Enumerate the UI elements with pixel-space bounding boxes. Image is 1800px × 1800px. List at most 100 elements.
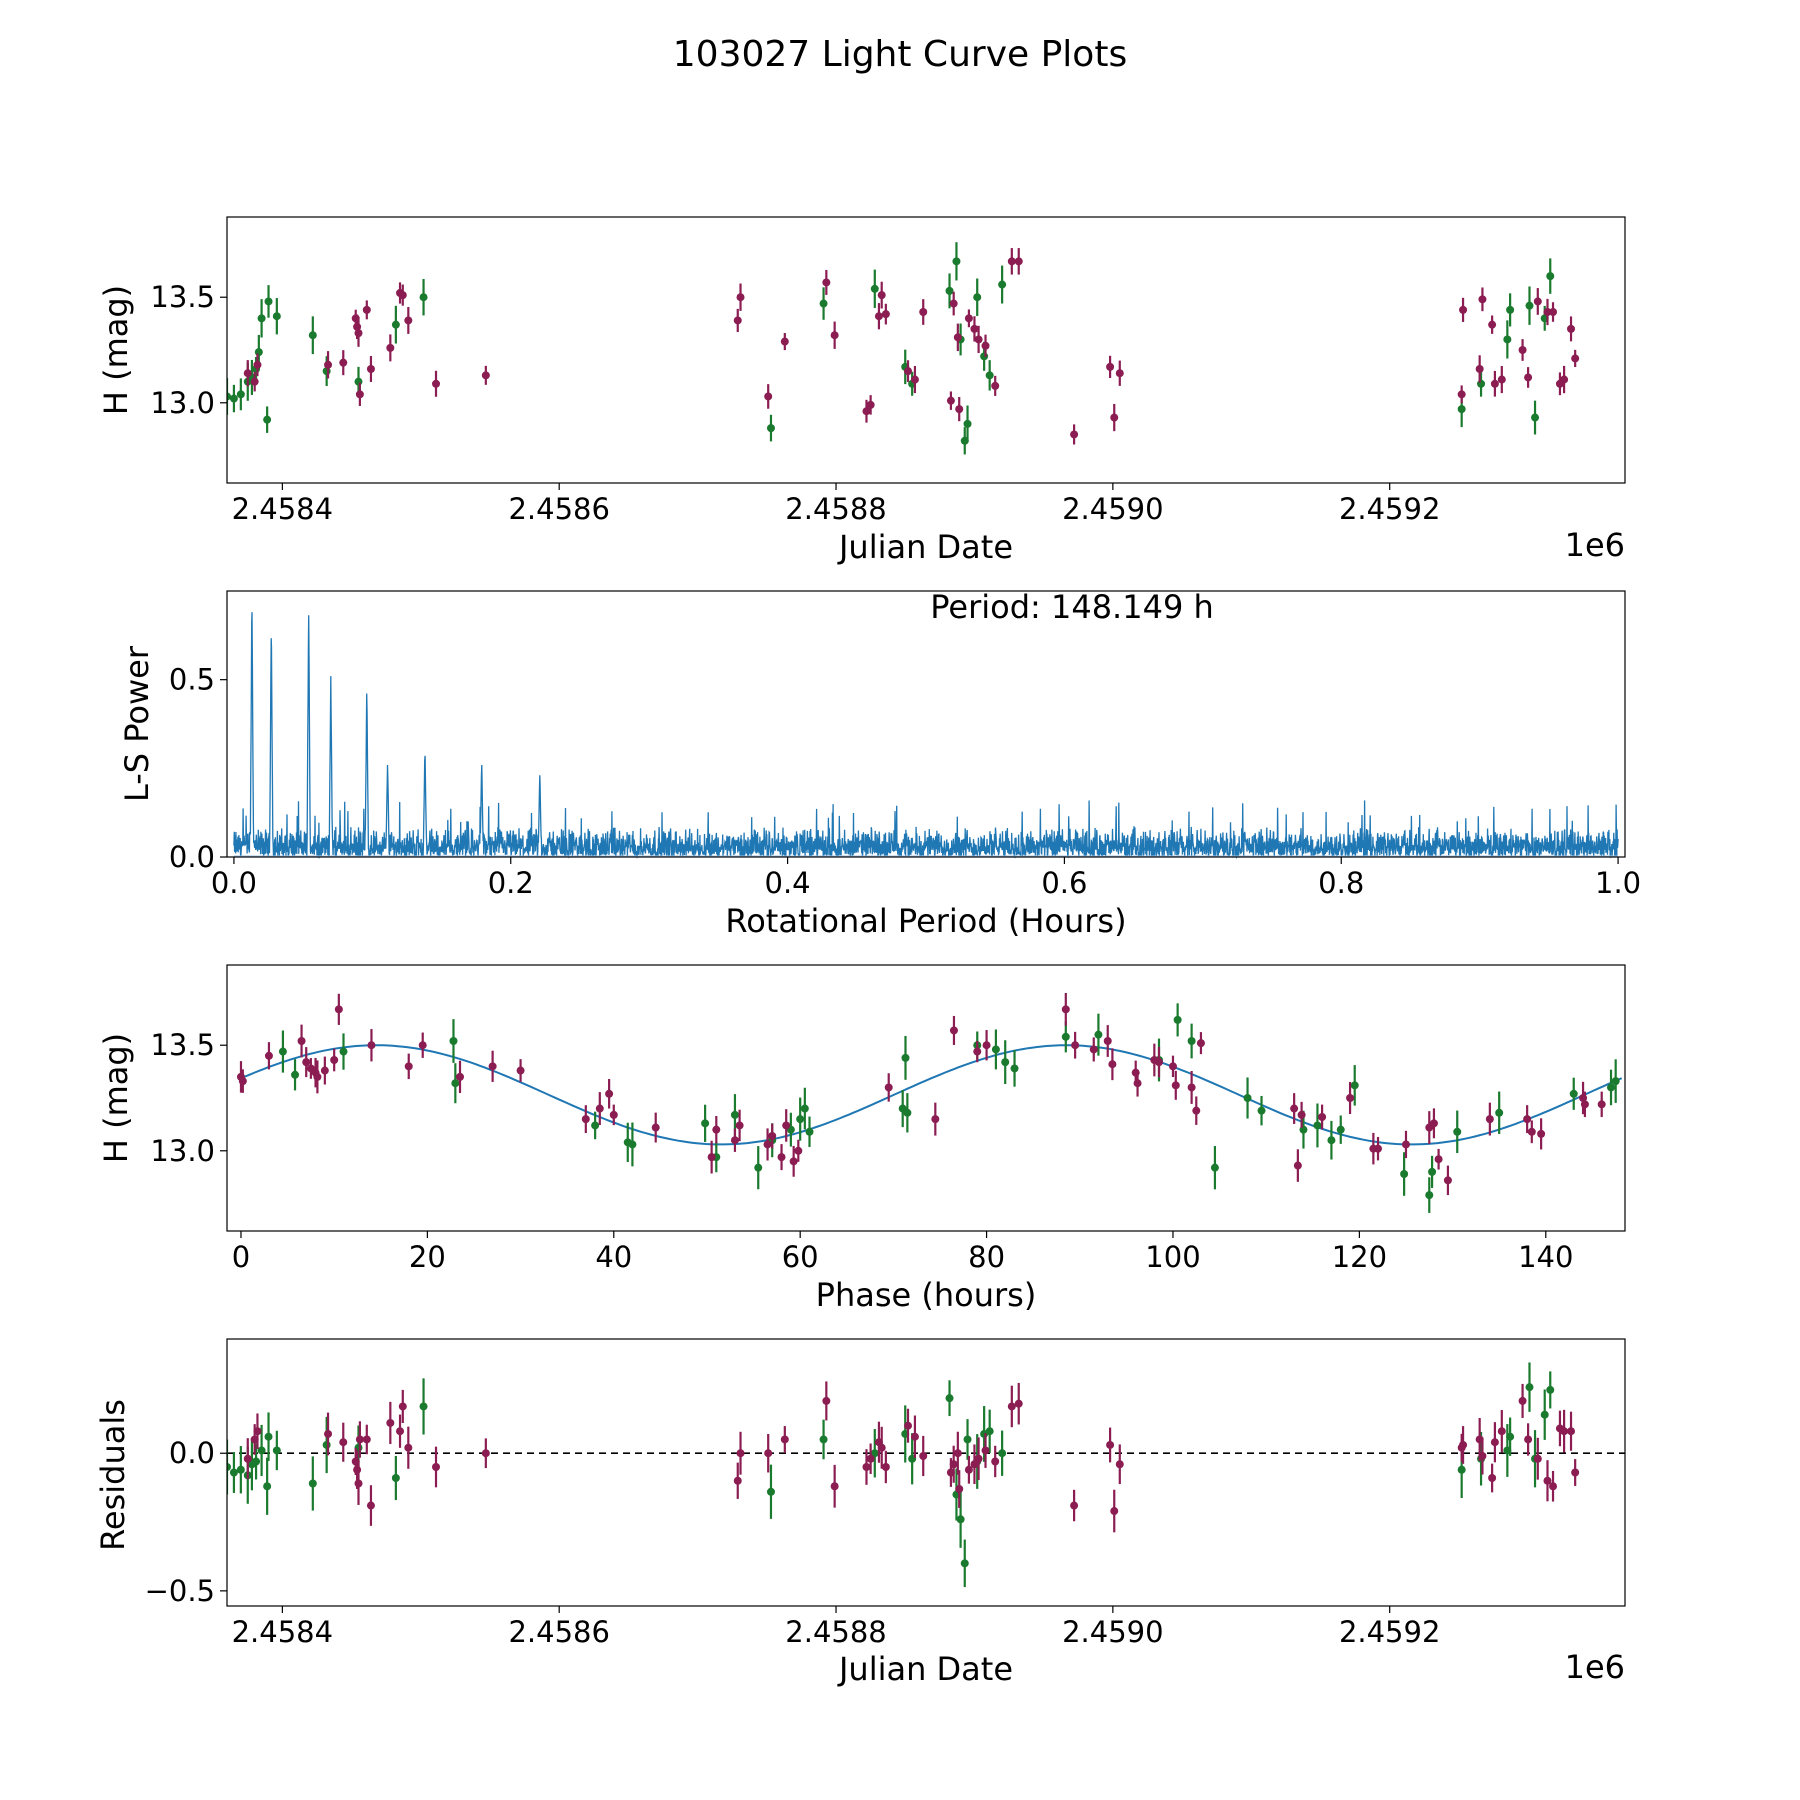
residuals-point	[998, 1449, 1007, 1458]
residuals-point	[866, 1454, 875, 1463]
phased-curve-point	[991, 1045, 1000, 1054]
phased-curve-point	[278, 1047, 287, 1056]
light-curve-point	[1478, 295, 1487, 304]
phased-curve-point	[264, 1051, 273, 1060]
phased-curve-point	[1429, 1119, 1438, 1128]
residuals-point	[949, 1460, 958, 1469]
phased-curve-ytick-label: 13.5	[150, 1028, 215, 1062]
light-curve-point	[236, 390, 245, 399]
residuals-point	[1106, 1440, 1115, 1449]
phased-curve-point	[1537, 1129, 1546, 1138]
light-curve-point	[481, 371, 490, 380]
residuals-point	[780, 1435, 789, 1444]
phased-curve-point	[628, 1140, 637, 1149]
phased-curve-point	[735, 1121, 744, 1130]
light-curve-point	[910, 375, 919, 384]
phased-curve-point	[712, 1125, 721, 1134]
phased-curve-point	[884, 1083, 893, 1092]
residuals-point	[253, 1427, 262, 1436]
residuals-point	[1546, 1385, 1555, 1394]
phased-curve-point	[1133, 1079, 1142, 1088]
phased-curve-point	[1010, 1064, 1019, 1073]
residuals-point	[981, 1446, 990, 1455]
periodogram-xtick-label: 0.0	[211, 866, 257, 900]
residuals-point	[1549, 1482, 1558, 1491]
residuals-point	[1658, 1485, 1666, 1493]
light-curve-point	[366, 365, 375, 373]
light-curve-point	[1531, 413, 1540, 422]
residuals-point	[1007, 1402, 1016, 1411]
residuals-point	[366, 1501, 375, 1510]
phased-curve-point	[404, 1062, 413, 1071]
light-curve-point	[862, 407, 871, 416]
residuals-point	[1567, 1427, 1576, 1436]
light-curve-point	[355, 390, 364, 399]
light-curve-point	[1110, 413, 1119, 422]
light-curve-point	[974, 335, 983, 344]
light-curve-point	[949, 299, 958, 308]
residuals-plot-area: 2.4584 2.4586 2.4588 2.4590 2.4592 −0.5 0.0	[145, 1362, 1666, 1649]
phased-curve-panel: 0 20 40 60 80 100 120 140 13.0 13.5 Phase (hours)…	[97, 964, 1626, 1314]
residuals-xtick-label: 2.4592	[1339, 1615, 1440, 1649]
residuals-point	[953, 1449, 962, 1458]
residuals-point	[877, 1443, 886, 1452]
residuals-point	[263, 1482, 272, 1491]
light-curve-panel: 2.4584 2.4586 2.4588 2.4590 2.4592 13.0 13.5 J…	[97, 216, 1626, 566]
light-curve-point	[1549, 308, 1558, 316]
phased-curve-point	[1187, 1083, 1196, 1092]
phased-curve-point	[334, 1005, 343, 1014]
light-curve-point	[764, 392, 773, 401]
phased-curve-point	[609, 1110, 618, 1119]
light-curve-point	[973, 293, 982, 302]
light-curve-point	[1546, 272, 1555, 281]
residuals-point	[362, 1435, 371, 1444]
light-curve-point	[1014, 257, 1023, 266]
light-curve-point	[398, 291, 407, 300]
light-curve-point	[1503, 335, 1512, 344]
periodogram-xtick-label: 0.4	[765, 866, 811, 900]
light-curve-point	[946, 396, 955, 405]
phased-curve-xlabel: Phase (hours)	[816, 1276, 1037, 1314]
residuals-ytick-label: 0.0	[169, 1436, 215, 1470]
phased-curve-point	[1453, 1127, 1462, 1136]
residuals-point	[733, 1476, 742, 1485]
residuals-offset-label: 1e6	[1565, 1648, 1625, 1686]
phased-curve-point	[1297, 1110, 1306, 1119]
phased-curve-point	[707, 1153, 716, 1162]
light-curve-point	[819, 299, 828, 308]
light-curve-point	[243, 369, 252, 378]
phased-curve-xtick-label: 60	[782, 1240, 819, 1274]
residuals-point	[822, 1396, 831, 1405]
light-curve-point	[870, 284, 879, 293]
light-curve-point	[830, 331, 839, 340]
light-curve-point	[970, 324, 979, 333]
phased-curve-point	[1155, 1058, 1163, 1067]
light-curve-xtick-label: 2.4588	[785, 492, 886, 526]
residuals-point	[396, 1427, 405, 1436]
light-curve-xtick-label: 2.4590	[1062, 492, 1163, 526]
residuals-point	[919, 1451, 928, 1460]
phased-curve-point	[418, 1041, 427, 1050]
light-curve-point	[257, 314, 266, 323]
residuals-point	[1490, 1438, 1499, 1447]
periodogram-xtick-label: 0.8	[1318, 866, 1364, 900]
phased-curve-xtick-label: 120	[1332, 1240, 1387, 1274]
phased-curve-point	[291, 1070, 300, 1079]
light-curve-point	[1524, 373, 1533, 382]
phased-curve-point	[1061, 1005, 1070, 1014]
phased-curve-point	[730, 1110, 739, 1119]
phased-curve-point	[1293, 1161, 1302, 1170]
light-curve-point	[324, 360, 333, 369]
residuals-point	[243, 1454, 252, 1463]
phased-curve-point	[651, 1123, 660, 1132]
phased-curve-point	[1001, 1058, 1010, 1067]
phased-curve-point	[949, 1026, 958, 1035]
residuals-point	[1070, 1501, 1079, 1510]
residuals-point	[955, 1485, 964, 1494]
light-curve-frame	[226, 216, 1626, 484]
phased-curve-point	[1257, 1106, 1266, 1115]
residuals-point	[353, 1465, 362, 1474]
light-curve-point	[229, 394, 238, 403]
residuals-point	[1533, 1454, 1542, 1463]
